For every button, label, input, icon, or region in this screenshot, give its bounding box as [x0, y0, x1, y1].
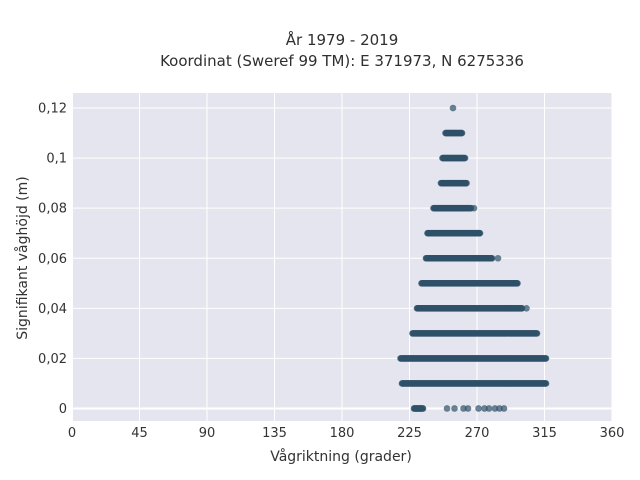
data-point [461, 154, 469, 162]
x-tick-label: 315 [532, 426, 557, 441]
x-tick-label: 360 [600, 426, 625, 441]
data-point [500, 405, 508, 412]
data-point [485, 405, 493, 412]
data-point [475, 405, 482, 412]
x-tick-label: 135 [262, 426, 287, 441]
y-tick-label: 0,08 [38, 202, 67, 217]
data-point [463, 179, 470, 187]
data-point [449, 104, 457, 112]
scatter-points [397, 104, 550, 412]
chart-subtitle: Koordinat (Sweref 99 TM): E 371973, N 62… [160, 52, 524, 70]
x-axis-title: Vågriktning (grader) [270, 448, 412, 465]
y-tick-label: 0,1 [46, 152, 67, 167]
data-point [476, 229, 484, 237]
y-tick-label: 0,06 [38, 252, 67, 267]
data-point [488, 254, 496, 262]
data-point [451, 405, 458, 412]
y-tick-label: 0,12 [38, 102, 67, 117]
data-point [458, 129, 466, 137]
x-tick-label: 0 [68, 426, 76, 441]
data-point [514, 279, 521, 287]
y-tick-label: 0,02 [38, 352, 67, 367]
data-point [542, 355, 550, 362]
tick-labels: 0 45 90 135 180 225 270 315 360 0 0,02 0,04 0,06 0,08… [38, 102, 624, 441]
y-tick-label: 0,04 [38, 302, 67, 317]
x-tick-label: 45 [131, 426, 148, 441]
y-axis-title: Signifikant våghöjd (m) [14, 176, 31, 339]
x-tick-label: 225 [397, 426, 422, 441]
data-point [533, 330, 541, 337]
x-tick-label: 180 [330, 426, 355, 441]
data-point [523, 305, 530, 312]
y-tick-label: 0 [59, 402, 67, 417]
chart-title: År 1979 - 2019 [286, 30, 399, 49]
x-tick-label: 90 [199, 426, 216, 441]
data-point [419, 405, 427, 412]
data-point [494, 254, 502, 262]
data-point [470, 204, 478, 212]
x-tick-label: 270 [465, 426, 490, 441]
data-point [542, 380, 550, 387]
data-point [443, 405, 451, 412]
data-point [464, 405, 472, 412]
